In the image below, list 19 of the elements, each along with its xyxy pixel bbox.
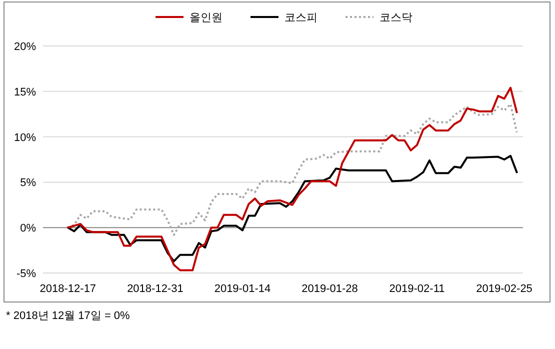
- x-tick-label: 2019-01-28: [302, 283, 358, 295]
- text: * 2018년 12월 17일 = 0%: [6, 310, 130, 322]
- x-tick-label: 2019-01-14: [214, 283, 271, 295]
- y-tick-label: -5%: [16, 268, 36, 280]
- legend-label: 올인원: [190, 12, 222, 24]
- x-tick-label: 2019-02-25: [476, 283, 532, 295]
- x-tick-label: 2019-02-11: [389, 283, 445, 295]
- line-series: [66, 154, 518, 262]
- line-series: [66, 86, 518, 272]
- y-tick-label: 15%: [14, 86, 36, 98]
- x-tick-label: 2018-12-31: [127, 283, 184, 295]
- y-tick-label: 10%: [14, 132, 36, 144]
- y-tick-label: 5%: [20, 177, 36, 190]
- x-tick-label: 2018-12-17: [40, 283, 96, 295]
- line-series: [66, 103, 518, 236]
- legend-label: 코스피: [284, 12, 318, 24]
- y-tick-label: 20%: [14, 41, 36, 53]
- legend-label: 코스닥: [380, 12, 412, 24]
- y-tick-label: 0%: [20, 222, 36, 235]
